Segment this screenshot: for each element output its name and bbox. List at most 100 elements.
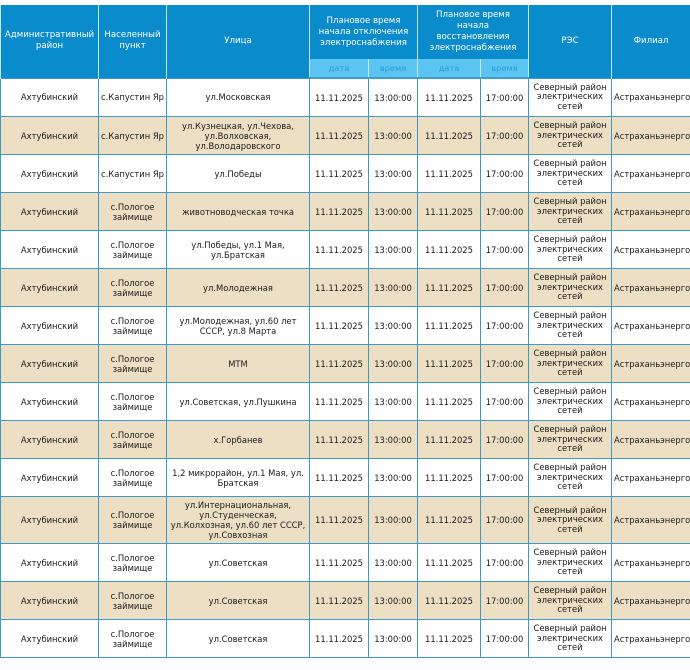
cell-branch: Астраханьэнерго <box>611 268 690 307</box>
cell-restore-date: 11.11.2025 <box>417 154 481 193</box>
cell-res: Северный район электрических сетей <box>528 154 613 193</box>
cell-street: ул.Советская <box>166 543 310 582</box>
cell-district: Ахтубинский <box>0 344 99 383</box>
cell-restore-time: 17:00:00 <box>479 154 530 193</box>
cell-street: ул.Молодежная, ул.60 лет СССР, ул.8 Март… <box>166 306 310 345</box>
cell-branch: Астраханьэнерго <box>611 230 690 269</box>
table-row: Ахтубинский с.Капустин Яр ул.Кузнецкая, ул… <box>0 116 690 155</box>
cell-district: Ахтубинский <box>0 230 99 269</box>
cell-restore-time: 17:00:00 <box>479 581 530 620</box>
cell-district: Ахтубинский <box>0 268 99 307</box>
cell-outage-date: 11.11.2025 <box>309 543 369 582</box>
cell-restore-date: 11.11.2025 <box>417 382 481 421</box>
cell-outage-date: 11.11.2025 <box>309 344 369 383</box>
cell-district: Ахтубинский <box>0 619 99 658</box>
cell-restore-time: 17:00:00 <box>479 192 530 231</box>
cell-branch: Астраханьэнерго <box>611 496 690 544</box>
cell-outage-date: 11.11.2025 <box>309 77 369 117</box>
cell-restore-time: 17:00:00 <box>479 543 530 582</box>
cell-street: ул.Кузнецкая, ул.Чехова, ул.Волховская, … <box>166 116 310 155</box>
header-street: Улица <box>166 5 310 78</box>
header-locality: Населенный пункт <box>98 5 167 78</box>
cell-locality: с.Капустин Яр <box>98 154 167 193</box>
cell-res: Северный район электрических сетей <box>528 306 613 345</box>
subheader-outage-date: дата <box>309 59 369 79</box>
cell-outage-time: 13:00:00 <box>368 420 418 459</box>
cell-restore-date: 11.11.2025 <box>417 268 481 307</box>
cell-street: ул.Победы <box>166 154 310 193</box>
cell-restore-date: 11.11.2025 <box>417 116 481 155</box>
cell-res: Северный район электрических сетей <box>528 420 613 459</box>
cell-outage-date: 11.11.2025 <box>309 458 369 497</box>
table-row: Ахтубинский с.Капустин Яр ул.Московская 11.… <box>0 77 690 117</box>
cell-branch: Астраханьэнерго <box>611 382 690 421</box>
cell-outage-time: 13:00:00 <box>368 344 418 383</box>
cell-branch: Астраханьэнерго <box>611 192 690 231</box>
cell-district: Ахтубинский <box>0 154 99 193</box>
cell-outage-time: 13:00:00 <box>368 458 418 497</box>
cell-res: Северный район электрических сетей <box>528 230 613 269</box>
cell-locality: с.Пологое займище <box>98 306 167 345</box>
cell-res: Северный район электрических сетей <box>528 344 613 383</box>
table-header: Административный район Населенный пункт … <box>0 5 690 79</box>
cell-outage-time: 13:00:00 <box>368 306 418 345</box>
cell-restore-time: 17:00:00 <box>479 230 530 269</box>
cell-res: Северный район электрических сетей <box>528 116 613 155</box>
cell-restore-date: 11.11.2025 <box>417 581 481 620</box>
cell-district: Ахтубинский <box>0 458 99 497</box>
cell-outage-date: 11.11.2025 <box>309 116 369 155</box>
cell-branch: Астраханьэнерго <box>611 619 690 658</box>
cell-street: ул.Советская, ул.Пушкина <box>166 382 310 421</box>
cell-branch: Астраханьэнерго <box>611 306 690 345</box>
cell-outage-date: 11.11.2025 <box>309 581 369 620</box>
cell-district: Ахтубинский <box>0 581 99 620</box>
cell-outage-time: 13:00:00 <box>368 268 418 307</box>
cell-branch: Астраханьэнерго <box>611 77 690 117</box>
cell-outage-time: 13:00:00 <box>368 619 418 658</box>
cell-res: Северный район электрических сетей <box>528 581 613 620</box>
cell-outage-date: 11.11.2025 <box>309 268 369 307</box>
cell-restore-time: 17:00:00 <box>479 306 530 345</box>
cell-res: Северный район электрических сетей <box>528 543 613 582</box>
cell-outage-date: 11.11.2025 <box>309 192 369 231</box>
cell-branch: Астраханьэнерго <box>611 543 690 582</box>
table-row: Ахтубинский с.Пологое займище ул.Советская… <box>0 543 690 582</box>
cell-res: Северный район электрических сетей <box>528 619 613 658</box>
cell-outage-time: 13:00:00 <box>368 77 418 117</box>
outage-schedule: Административный район Населенный пункт … <box>0 5 690 658</box>
outage-table: Административный район Населенный пункт … <box>0 5 690 658</box>
table-row: Ахтубинский с.Пологое займище ул.Советская… <box>0 382 690 421</box>
cell-locality: с.Пологое займище <box>98 581 167 620</box>
cell-branch: Астраханьэнерго <box>611 154 690 193</box>
header-outage-start: Плановое время начала отключения электро… <box>309 5 418 59</box>
cell-street: ул.Интернациональная, ул.Студенческая, у… <box>166 496 310 544</box>
header-res: РЭС <box>528 5 613 78</box>
cell-restore-date: 11.11.2025 <box>417 344 481 383</box>
cell-outage-date: 11.11.2025 <box>309 496 369 544</box>
cell-outage-date: 11.11.2025 <box>309 382 369 421</box>
cell-res: Северный район электрических сетей <box>528 382 613 421</box>
cell-outage-date: 11.11.2025 <box>309 306 369 345</box>
table-row: Ахтубинский с.Пологое займище МТМ 11.11.202… <box>0 344 690 383</box>
cell-restore-date: 11.11.2025 <box>417 77 481 117</box>
cell-restore-time: 17:00:00 <box>479 382 530 421</box>
cell-outage-time: 13:00:00 <box>368 116 418 155</box>
cell-district: Ахтубинский <box>0 420 99 459</box>
cell-restore-time: 17:00:00 <box>479 77 530 117</box>
cell-outage-time: 13:00:00 <box>368 581 418 620</box>
cell-res: Северный район электрических сетей <box>528 192 613 231</box>
table-row: Ахтубинский с.Пологое займище ул.Молодежна… <box>0 268 690 307</box>
cell-locality: с.Пологое займище <box>98 420 167 459</box>
table-row: Ахтубинский с.Пологое займище ул.Советская… <box>0 581 690 620</box>
cell-restore-date: 11.11.2025 <box>417 192 481 231</box>
table-row: Ахтубинский с.Пологое займище х.Горбанев 11… <box>0 420 690 459</box>
cell-locality: с.Пологое займище <box>98 543 167 582</box>
cell-outage-time: 13:00:00 <box>368 230 418 269</box>
cell-restore-time: 17:00:00 <box>479 458 530 497</box>
cell-restore-date: 11.11.2025 <box>417 543 481 582</box>
table-row: Ахтубинский с.Пологое займище ул.Молодежна… <box>0 306 690 345</box>
cell-district: Ахтубинский <box>0 116 99 155</box>
cell-locality: с.Пологое займище <box>98 230 167 269</box>
cell-restore-time: 17:00:00 <box>479 268 530 307</box>
table-body: Ахтубинский с.Капустин Яр ул.Московская 11.… <box>0 77 690 658</box>
